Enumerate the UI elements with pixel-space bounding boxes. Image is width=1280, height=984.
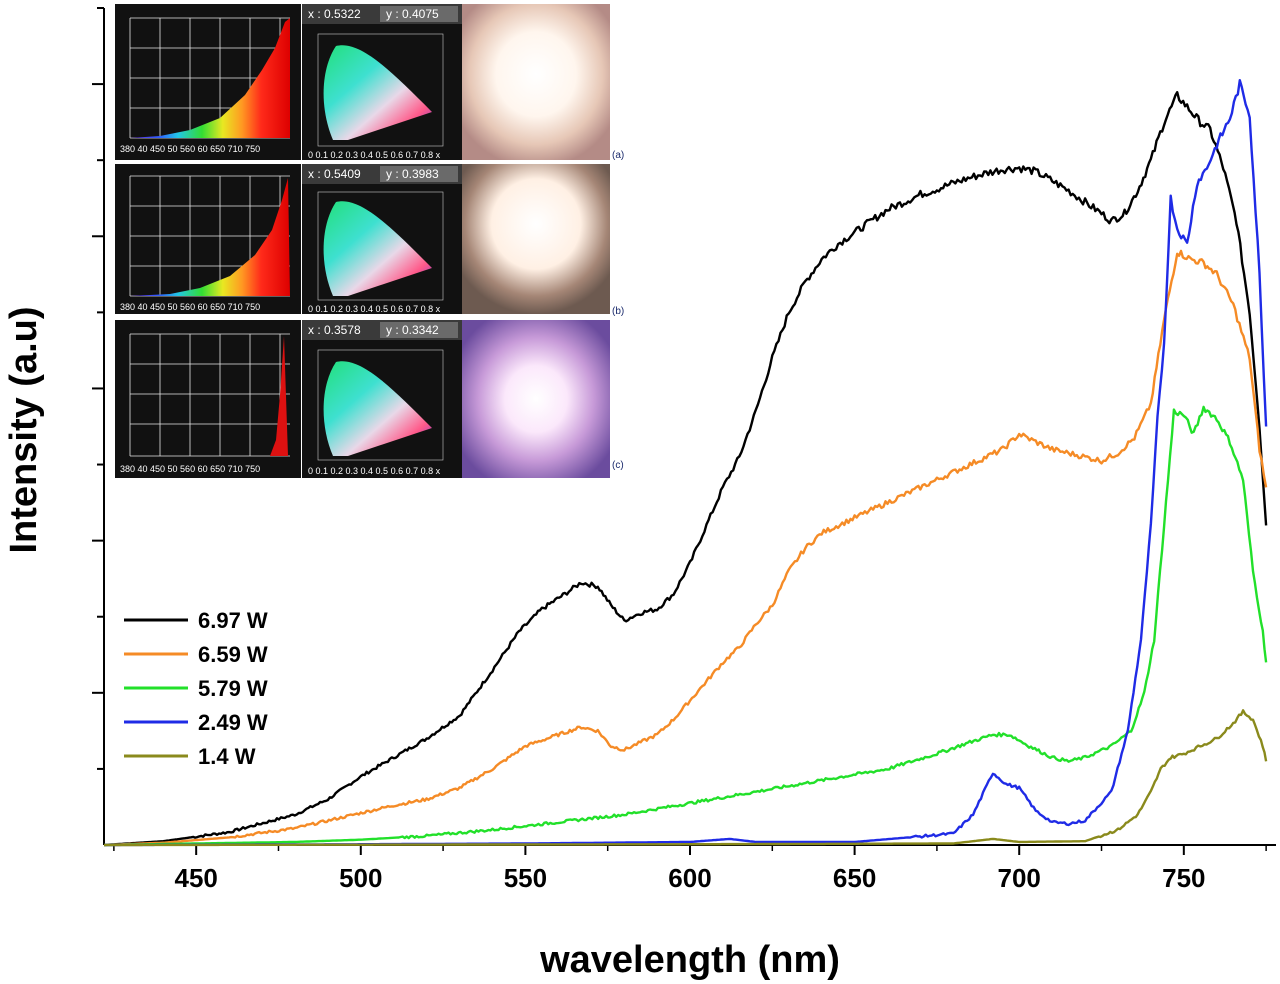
legend-label: 5.79 W [198,676,268,701]
series-line-1-4-w [104,709,1268,847]
coord-x-c: x : 0.3578 [308,323,361,337]
panel-label-c: (c) [612,460,624,471]
inset-panels: 380 40 450 50 560 60 650 710 750 x : 0.5… [115,4,624,478]
legend-label: 6.97 W [198,608,268,633]
x-axis-title: wavelength (nm) [539,939,840,981]
coord-x-b: x : 0.5409 [308,167,361,181]
x-axis-ticks: 450 500 550 600 650 700 750 [113,845,1267,893]
coord-x-a: x : 0.5322 [308,7,361,21]
y-axis-title: Intensity (a.u) [3,306,45,553]
legend: 6.97 W 6.59 W 5.79 W 2.49 W 1.4 W [124,608,268,769]
x-tick-label: 650 [833,863,876,893]
spectrum-thumb-c [115,320,301,478]
series-line-6-59-w [103,249,1268,847]
led-photo-b [462,164,610,314]
series-line-6-97-w [103,91,1268,847]
x-tick-label: 700 [998,863,1041,893]
inset-panel-a: 380 40 450 50 560 60 650 710 750 x : 0.5… [115,4,624,161]
series-line-5-79-w [104,405,1268,847]
spectrum-thumb-a-ticks: 380 40 450 50 560 60 650 710 750 [120,144,260,154]
x-tick-label: 450 [174,863,217,893]
coord-y-b: y : 0.3983 [386,167,439,181]
panel-label-a: (a) [612,150,624,161]
legend-label: 2.49 W [198,710,268,735]
x-tick-label: 550 [504,863,547,893]
y-axis-ticks [92,7,104,770]
x-tick-label: 500 [339,863,382,893]
spectrum-thumb-c-ticks: 380 40 450 50 560 60 650 710 750 [120,464,260,474]
coord-y-c: y : 0.3342 [386,323,439,337]
x-tick-label: 600 [668,863,711,893]
legend-label: 6.59 W [198,642,268,667]
legend-label: 1.4 W [198,744,256,769]
led-photo-c [462,320,610,478]
spectrum-thumb-b-ticks: 380 40 450 50 560 60 650 710 750 [120,302,260,312]
coord-y-a: y : 0.4075 [386,7,439,21]
cie-thumb-c-ticks: 0 0.1 0.2 0.3 0.4 0.5 0.6 0.7 0.8 x [308,466,441,476]
cie-thumb-b-ticks: 0 0.1 0.2 0.3 0.4 0.5 0.6 0.7 0.8 x [308,304,441,314]
x-tick-label: 750 [1162,863,1205,893]
inset-panel-c: 380 40 450 50 560 60 650 710 750 x : 0.3… [115,320,624,478]
series-layer [103,79,1268,847]
cie-thumb-a-ticks: 0 0.1 0.2 0.3 0.4 0.5 0.6 0.7 0.8 x [308,150,441,160]
inset-panel-b: 380 40 450 50 560 60 650 710 750 x : 0.5… [115,164,624,317]
panel-label-b: (b) [612,306,624,317]
led-photo-a [462,4,610,160]
